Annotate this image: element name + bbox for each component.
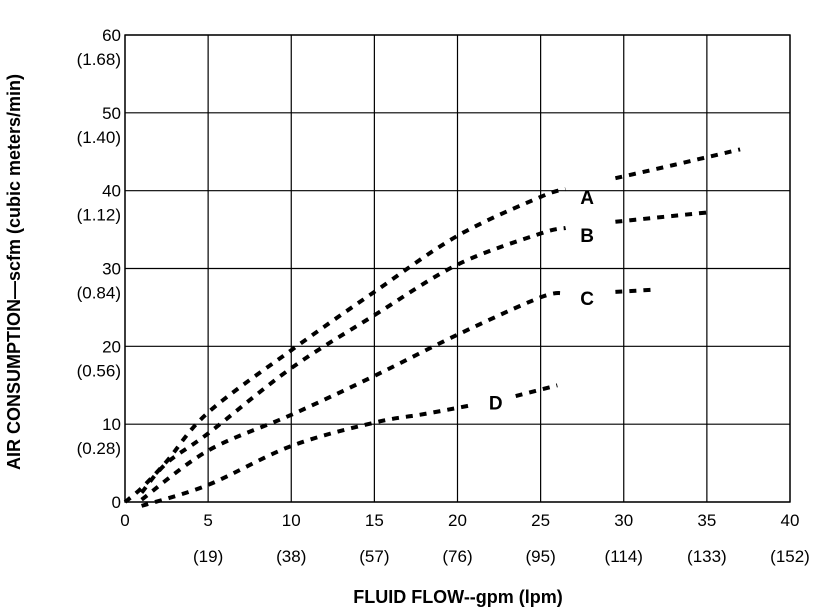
x-secondary-tick-label: (57) bbox=[359, 547, 389, 566]
y-tick-label: 0 bbox=[112, 493, 121, 512]
tick-labels: 0 5 10 15 20 25 30 35 40 (19) (38) (57) (76) (95) (114… bbox=[77, 26, 810, 566]
x-secondary-tick-label: (76) bbox=[442, 547, 472, 566]
y-tick-label: 20 bbox=[102, 337, 121, 356]
y-secondary-tick-label: (1.40) bbox=[77, 128, 121, 147]
series-labels: AB C D bbox=[489, 188, 594, 414]
y-tick-label: 40 bbox=[102, 182, 121, 201]
y-tick-label: 30 bbox=[102, 260, 121, 279]
y-tick-label: 10 bbox=[102, 415, 121, 434]
y-secondary-tick-label: (0.56) bbox=[77, 361, 121, 380]
curve-d bbox=[515, 383, 558, 399]
data-series bbox=[123, 147, 741, 508]
x-secondary-tick-label: (133) bbox=[687, 547, 727, 566]
x-secondary-tick-label: (114) bbox=[605, 547, 643, 566]
x-secondary-tick-label: (152) bbox=[770, 547, 810, 566]
curve-d bbox=[140, 402, 475, 508]
x-secondary-tick-label: (38) bbox=[276, 547, 306, 566]
y-secondary-tick-label: (0.84) bbox=[77, 284, 121, 303]
y-tick-label: 60 bbox=[102, 26, 121, 45]
curve-c bbox=[615, 287, 658, 294]
curve-label-d: D bbox=[489, 393, 503, 414]
x-tick-label: 15 bbox=[365, 511, 384, 530]
y-axis-title: AIR CONSUMPTION—scfm (cubic meters/min) bbox=[4, 74, 24, 470]
x-secondary-tick-label: (95) bbox=[526, 547, 556, 566]
x-tick-label: 35 bbox=[697, 511, 716, 530]
curve-label-b: B bbox=[580, 226, 594, 247]
y-secondary-tick-label: (1.68) bbox=[77, 50, 121, 69]
x-axis-title: FLUID FLOW--gpm (lpm) bbox=[353, 587, 563, 607]
x-tick-label: 40 bbox=[781, 511, 800, 530]
y-secondary-tick-label: (0.28) bbox=[77, 439, 121, 458]
curve-b bbox=[140, 226, 567, 494]
x-tick-label: 10 bbox=[282, 511, 301, 530]
curve-label-a: A bbox=[580, 188, 594, 209]
plot-area-frame bbox=[124, 34, 791, 503]
curve-b bbox=[615, 210, 708, 224]
gridlines bbox=[124, 34, 791, 503]
x-secondary-tick-label: (19) bbox=[193, 547, 223, 566]
x-tick-label: 25 bbox=[531, 511, 550, 530]
x-tick-label: 0 bbox=[120, 511, 129, 530]
y-tick-label: 50 bbox=[102, 104, 121, 123]
x-tick-label: 20 bbox=[448, 511, 467, 530]
curve-a bbox=[123, 187, 567, 504]
curve-label-c: C bbox=[580, 289, 594, 310]
y-secondary-tick-label: (1.12) bbox=[77, 206, 121, 225]
x-tick-label: 5 bbox=[203, 511, 212, 530]
x-tick-label: 30 bbox=[614, 511, 633, 530]
curve-a bbox=[614, 147, 741, 181]
